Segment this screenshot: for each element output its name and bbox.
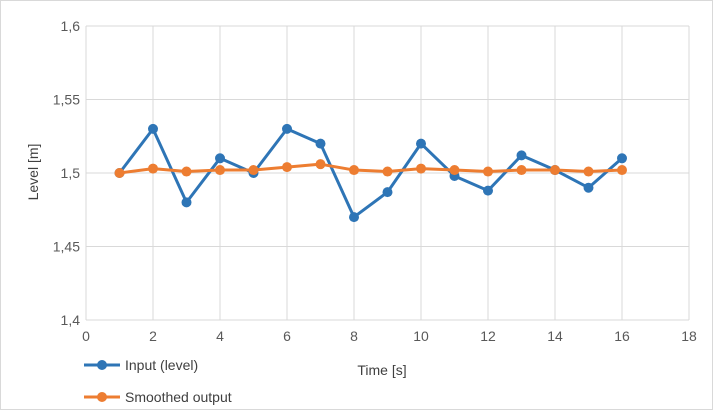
data-point [282,123,292,134]
y-tick-label: 1,6 [61,18,81,34]
x-tick-label: 8 [350,328,358,344]
data-point [382,166,393,177]
x-tick-label: 12 [480,328,496,344]
data-point [215,153,225,164]
y-tick-labels: 1,4 1,45 1,5 1,55 1,6 [53,18,80,328]
data-point [215,165,225,176]
data-point [583,166,594,177]
data-point [382,187,393,198]
legend: Input (level) Smoothed output [84,357,232,405]
x-tick-label: 4 [216,328,224,344]
data-point [181,166,192,177]
data-point [516,150,527,161]
x-tick-label: 18 [681,328,697,344]
data-point [315,159,326,170]
x-tick-label: 10 [413,328,429,344]
series-smoothed-output [114,159,627,178]
legend-marker [97,392,107,402]
data-point [181,197,192,208]
x-tick-label: 6 [283,328,291,344]
data-point [416,163,426,174]
data-point [550,165,560,176]
legend-marker [97,360,107,370]
series-line [118,127,623,219]
x-tick-label: 16 [614,328,630,344]
data-point [617,153,627,164]
legend-label: Input (level) [125,357,198,373]
data-point [617,165,627,176]
data-point [282,162,292,173]
data-point [483,166,493,177]
y-tick-label: 1,4 [61,312,81,328]
x-tick-label: 14 [547,328,563,344]
data-point [114,168,125,178]
data-point [483,185,493,196]
data-point [315,138,326,149]
data-point [349,165,359,176]
data-point [416,138,426,149]
x-tick-label: 2 [149,328,157,344]
y-axis-label: Level [m] [25,144,41,201]
series-layer [114,123,627,223]
x-axis-label: Time [s] [357,362,406,378]
y-tick-label: 1,55 [53,92,80,108]
data-point [248,165,259,176]
series-line [119,162,623,175]
data-point [583,182,594,193]
legend-label: Smoothed output [125,389,232,405]
data-point [516,165,527,176]
data-point [349,212,359,223]
x-tick-label: 0 [82,328,90,344]
data-point [449,165,460,176]
y-tick-label: 1,45 [53,239,80,255]
y-tick-label: 1,5 [61,165,81,181]
data-point [148,123,158,134]
x-tick-labels: 0 2 4 6 8 10 12 14 16 18 [82,328,697,344]
data-point [148,163,158,174]
